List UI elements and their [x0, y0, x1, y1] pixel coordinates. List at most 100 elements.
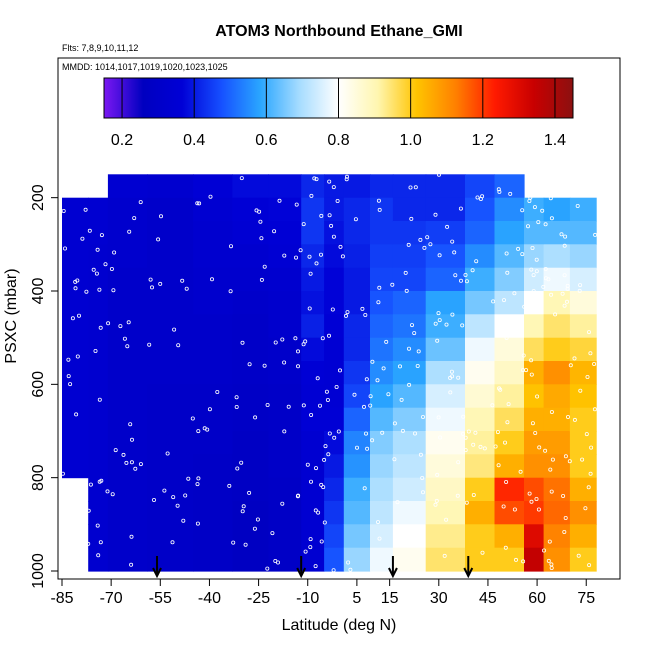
sample-point — [577, 288, 582, 293]
heatmap-cell — [370, 454, 394, 479]
sample-point — [522, 304, 527, 309]
x-tick-label: -25 — [247, 590, 270, 607]
sample-point — [125, 344, 130, 349]
sample-point — [531, 289, 536, 294]
heatmap-cell — [268, 337, 302, 362]
sample-point — [138, 462, 143, 467]
heatmap-cell — [268, 524, 302, 549]
sample-point — [458, 206, 463, 211]
heatmap-cell — [88, 431, 109, 455]
sample-point — [563, 516, 568, 521]
heatmap-cell — [392, 431, 427, 455]
sample-point — [282, 429, 287, 434]
heatmap-cell — [324, 431, 345, 455]
sample-point — [253, 415, 258, 420]
profile-arrow-head — [152, 567, 162, 579]
sample-point — [313, 466, 318, 471]
sample-point — [105, 489, 110, 494]
heatmap-cell — [324, 291, 345, 315]
sample-point — [209, 277, 214, 282]
sample-point — [433, 321, 438, 326]
sample-point — [480, 550, 485, 555]
heatmap-cell — [543, 384, 571, 409]
heatmap-cell — [543, 431, 571, 455]
sample-point — [330, 307, 335, 312]
sample-point — [363, 312, 368, 317]
sample-point — [332, 435, 337, 440]
sample-point — [409, 216, 414, 221]
sample-point — [377, 285, 382, 290]
sample-point — [282, 360, 287, 365]
heatmap-cell — [370, 267, 394, 292]
sample-point — [535, 394, 540, 399]
sample-point — [425, 235, 430, 240]
heatmap-cell — [465, 197, 496, 222]
heatmap-cell — [524, 477, 545, 502]
sample-point — [529, 267, 534, 272]
sample-point — [322, 520, 327, 525]
heatmap-cell — [193, 337, 233, 362]
heatmap-cell — [465, 524, 496, 549]
heatmap-cell — [324, 501, 345, 525]
sample-point — [435, 472, 440, 477]
heatmap-cell — [88, 384, 109, 409]
heatmap-cell — [301, 501, 325, 525]
sample-point — [370, 438, 375, 443]
heatmap-cell — [88, 314, 109, 339]
heatmap-cell — [324, 197, 345, 222]
sample-point — [327, 213, 332, 218]
heatmap-cell — [147, 454, 194, 479]
sample-point — [331, 568, 336, 573]
heatmap-cell — [193, 524, 233, 549]
heatmap-cell — [425, 431, 466, 455]
heatmap-cell — [569, 361, 597, 385]
sample-point — [118, 324, 123, 329]
heatmap-cell — [465, 501, 496, 525]
sample-point — [482, 446, 487, 451]
sample-point — [207, 407, 212, 412]
heatmap-cell — [232, 337, 269, 362]
sample-point — [490, 403, 495, 408]
heatmap-cell — [343, 547, 371, 572]
sample-point — [542, 548, 547, 553]
chart-title: ATOM3 Northbound Ethane_GMI — [215, 23, 462, 40]
sample-point — [132, 216, 137, 221]
heatmap-cells — [62, 174, 597, 572]
heatmap-cell — [524, 244, 545, 269]
sample-point — [418, 237, 423, 242]
sample-point — [340, 254, 345, 259]
sample-point — [307, 254, 312, 259]
sample-point — [106, 321, 111, 326]
sample-point — [344, 177, 349, 182]
sample-point — [73, 286, 78, 291]
x-tick-label: 45 — [479, 590, 497, 607]
heatmap-cell — [524, 197, 545, 222]
sample-point — [321, 485, 326, 490]
sample-point — [272, 229, 277, 234]
heatmap-cell — [465, 361, 496, 385]
heatmap-cell — [343, 431, 371, 455]
heatmap-cell — [569, 384, 597, 409]
sample-point — [195, 521, 200, 526]
heatmap-cell — [232, 477, 269, 502]
sample-point — [435, 338, 440, 343]
heatmap-cell — [268, 361, 302, 385]
sample-point — [563, 454, 568, 459]
heatmap-cell — [268, 314, 302, 339]
heatmap-cell — [88, 244, 109, 269]
sample-point — [448, 390, 453, 395]
heatmap-cell — [88, 477, 109, 502]
heatmap-cell — [494, 337, 525, 362]
sample-point — [239, 176, 244, 181]
sample-point — [66, 357, 71, 362]
sample-point — [504, 335, 509, 340]
sample-point — [540, 208, 545, 213]
heatmap-cell — [370, 384, 394, 409]
sample-point — [501, 504, 506, 509]
sample-point — [533, 430, 538, 435]
sample-point — [460, 323, 465, 328]
heatmap-cell — [107, 524, 148, 549]
heatmap-cell — [301, 407, 325, 432]
heatmap-cell — [494, 267, 525, 292]
sample-point — [235, 466, 240, 471]
